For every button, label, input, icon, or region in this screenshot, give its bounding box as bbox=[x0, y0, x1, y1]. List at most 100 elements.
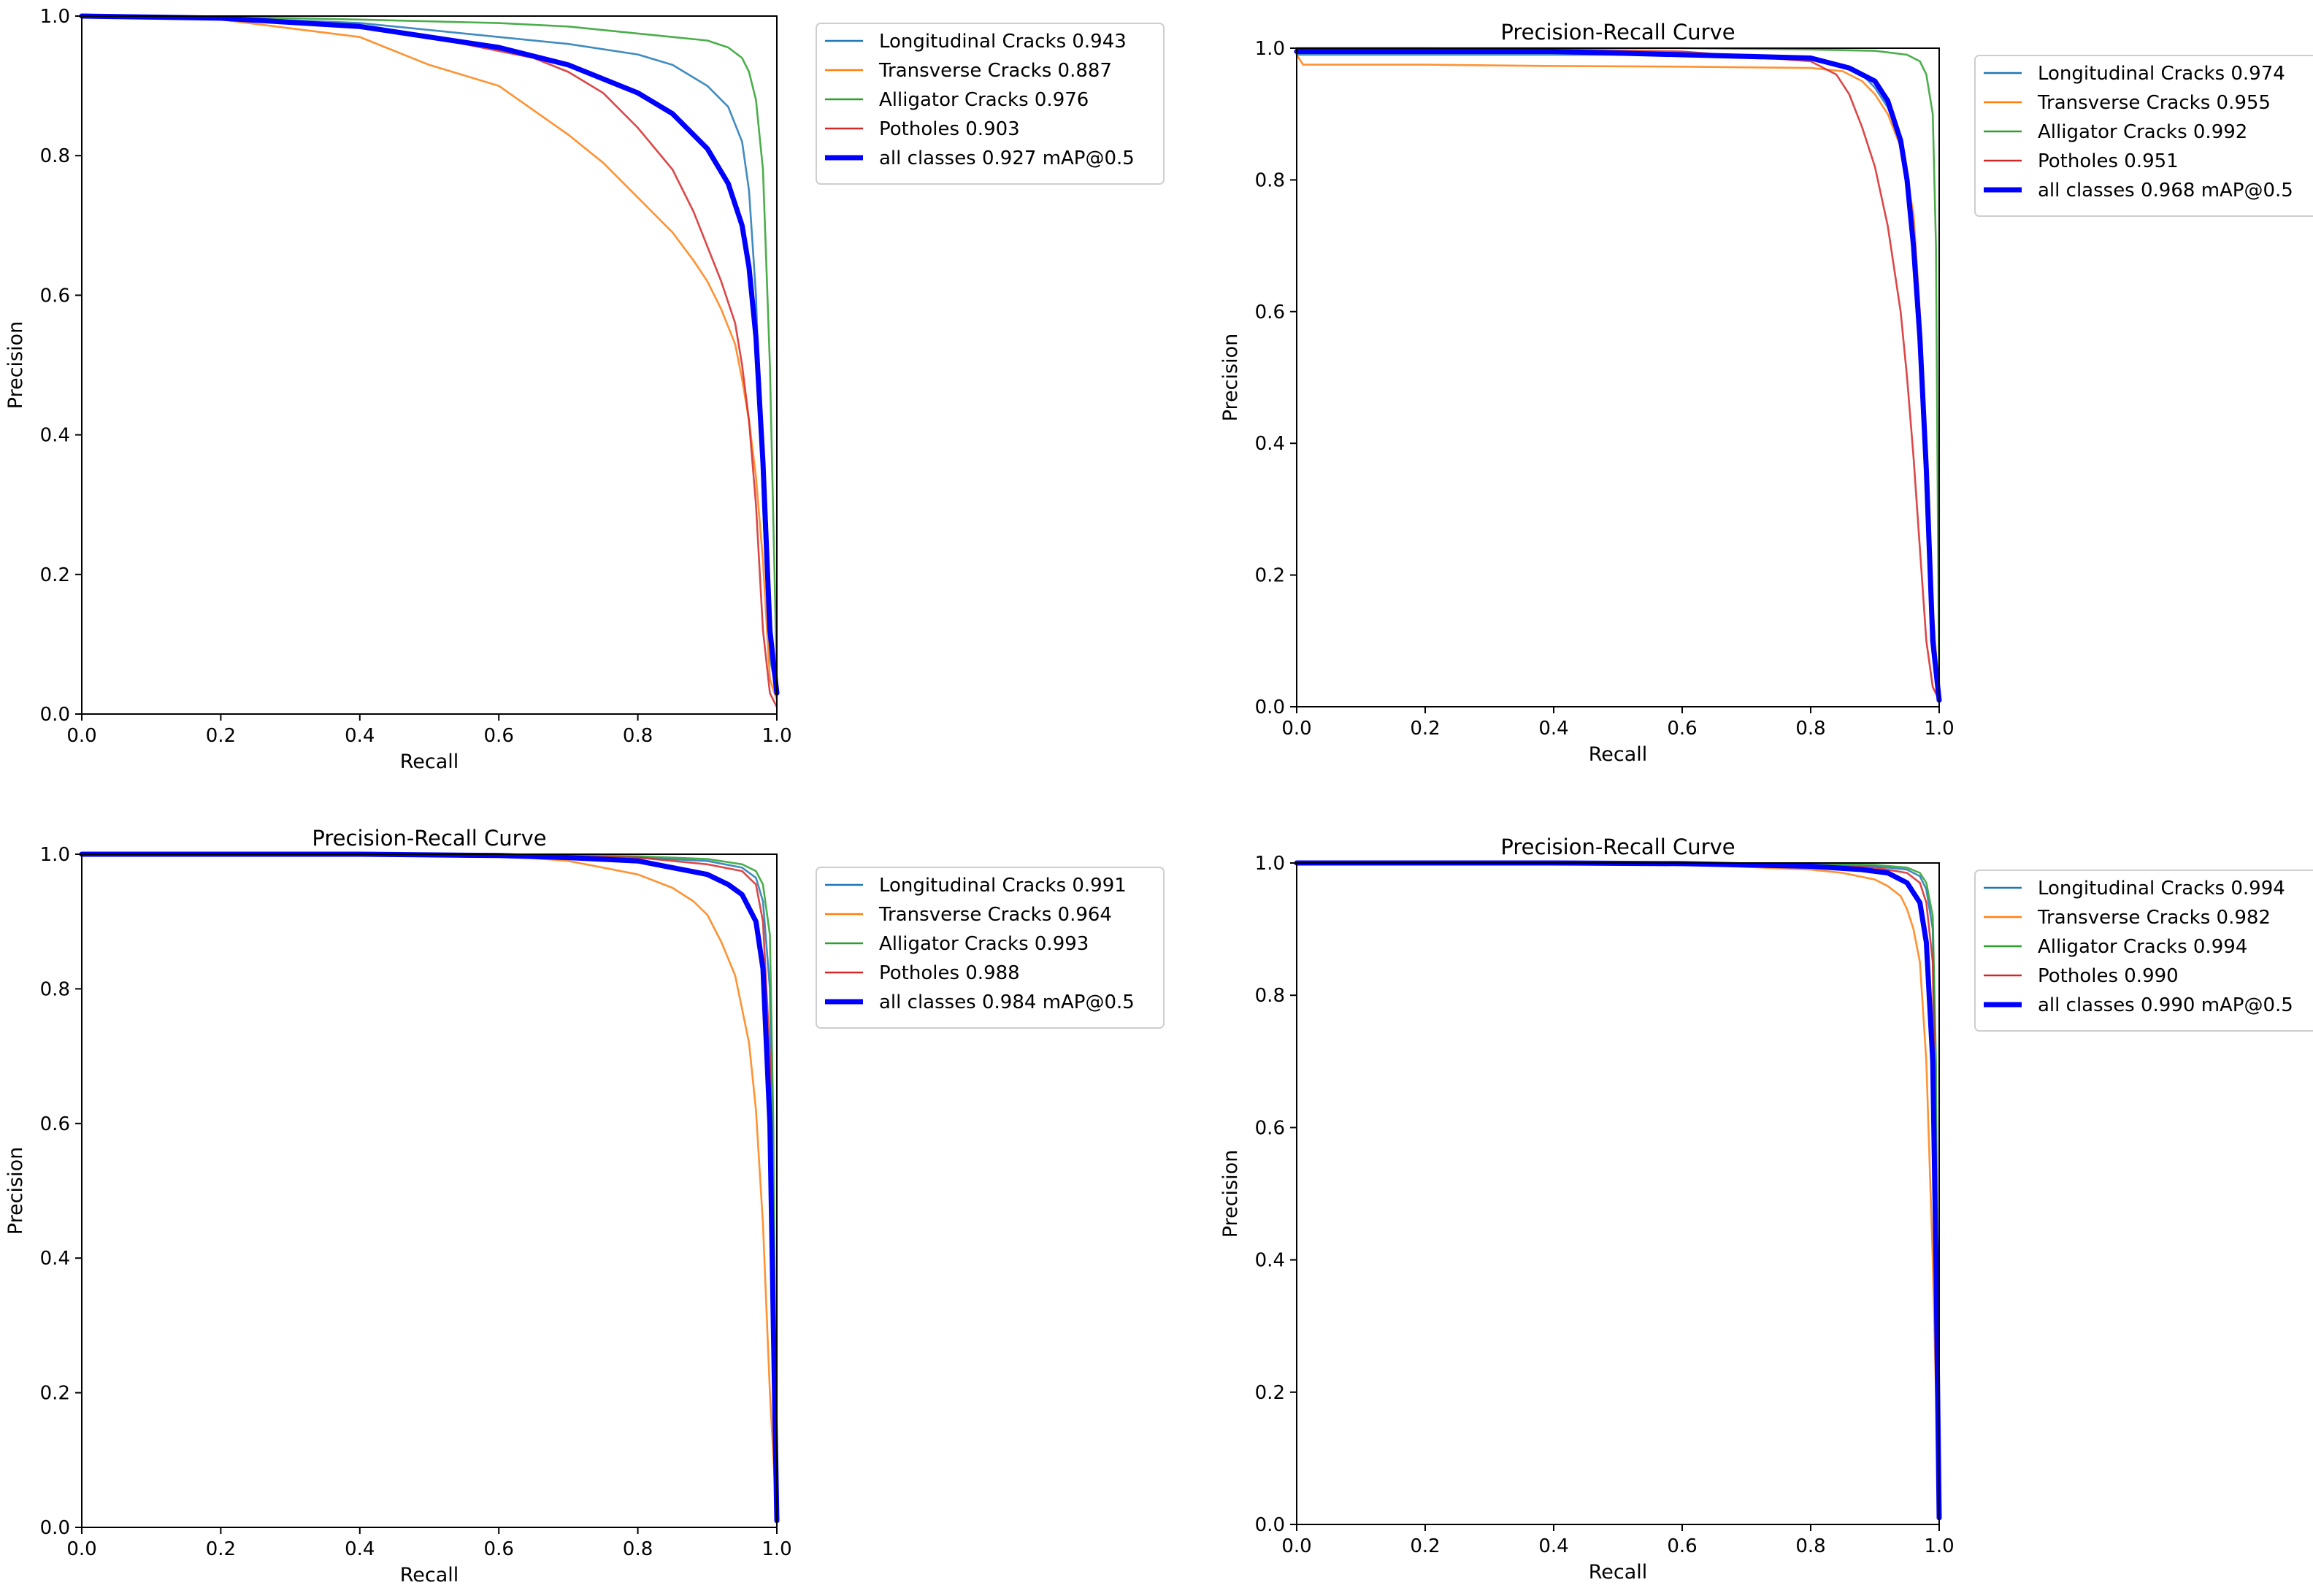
legend-entry: all classes 0.990 mAP@0.5 bbox=[2038, 994, 2293, 1016]
y-tick-label: 0.8 bbox=[40, 145, 70, 167]
series-line-all-classes bbox=[79, 13, 780, 696]
x-tick-label: 0.6 bbox=[1667, 718, 1697, 740]
y-tick-label: 0.4 bbox=[1255, 433, 1285, 455]
series-line-longitudinal-cracks bbox=[80, 15, 778, 694]
y-tick-label: 0.6 bbox=[40, 285, 70, 307]
x-tick-label: 0.8 bbox=[1795, 718, 1825, 740]
legend: Longitudinal Cracks 0.974 Transverse Crac… bbox=[1974, 55, 2313, 217]
y-tick-label: 0.6 bbox=[1255, 302, 1285, 323]
y-tick-label: 0.0 bbox=[1255, 1514, 1285, 1536]
x-tick-label: 0.6 bbox=[484, 725, 514, 747]
y-tick-label: 0.8 bbox=[40, 978, 70, 1000]
legend-entry: Potholes 0.988 bbox=[879, 962, 1020, 984]
legend-entry: Longitudinal Cracks 0.974 bbox=[2038, 63, 2285, 85]
legend-entry: Transverse Cracks 0.982 bbox=[2037, 907, 2271, 929]
series-line-potholes bbox=[1295, 47, 1941, 702]
y-axis-label: Precision bbox=[4, 1147, 27, 1235]
series-line-all-classes bbox=[1294, 49, 1942, 703]
x-axis-label: Recall bbox=[400, 751, 459, 773]
y-tick-label: 0.6 bbox=[40, 1113, 70, 1135]
legend: Longitudinal Cracks 0.991 Transverse Crac… bbox=[816, 867, 1165, 1029]
x-tick-label: 0.6 bbox=[484, 1538, 514, 1560]
series-line-alligator-cracks bbox=[80, 15, 778, 680]
plot-frame bbox=[81, 15, 778, 715]
series-line-all-classes bbox=[1294, 860, 1942, 1521]
legend-box bbox=[1974, 55, 2313, 217]
plot-frame bbox=[81, 853, 778, 1528]
series-line-alligator-cracks bbox=[1295, 47, 1941, 702]
y-axis-label: Precision bbox=[1219, 1150, 1242, 1238]
x-tick-label: 0.2 bbox=[1410, 718, 1440, 740]
y-tick-label: 1.0 bbox=[1255, 853, 1285, 875]
y-tick-label: 0.0 bbox=[1255, 697, 1285, 718]
legend-entry: all classes 0.968 mAP@0.5 bbox=[2038, 180, 2293, 202]
chart-title: Precision-Recall Curve bbox=[1500, 20, 1735, 45]
series-line-longitudinal-cracks bbox=[1295, 862, 1941, 1519]
x-tick-label: 0.4 bbox=[345, 1538, 375, 1560]
x-tick-label: 0.4 bbox=[345, 725, 375, 747]
legend-box bbox=[816, 23, 1165, 185]
legend-entry: Transverse Cracks 0.955 bbox=[2037, 92, 2271, 114]
y-tick-label: 0.8 bbox=[1255, 985, 1285, 1007]
y-tick-label: 1.0 bbox=[40, 6, 70, 28]
series-line-longitudinal-cracks bbox=[1295, 53, 1941, 702]
x-tick-label: 0.0 bbox=[66, 725, 96, 747]
x-tick-label: 0.8 bbox=[1795, 1535, 1825, 1557]
y-tick-label: 0.2 bbox=[40, 1383, 70, 1405]
legend-entry: Alligator Cracks 0.992 bbox=[2038, 121, 2247, 143]
legend-box bbox=[1974, 870, 2313, 1032]
chart-title: Precision-Recall Curve bbox=[1500, 835, 1735, 859]
x-tick-label: 0.0 bbox=[1281, 718, 1311, 740]
series-line-transverse-cracks bbox=[80, 15, 778, 702]
y-tick-label: 0.2 bbox=[1255, 1382, 1285, 1404]
x-axis-label: Recall bbox=[1589, 1561, 1648, 1584]
y-tick-label: 0.0 bbox=[40, 704, 70, 726]
chart-panel-4: Precision-Recall Curve 0.0 0.2 0.4 0.6 0.8 1.0… bbox=[1219, 835, 2313, 1584]
legend-entry: all classes 0.927 mAP@0.5 bbox=[879, 147, 1135, 169]
legend-entry: Longitudinal Cracks 0.991 bbox=[879, 875, 1127, 897]
legend-entry: Potholes 0.990 bbox=[2038, 965, 2179, 987]
x-tick-label: 0.0 bbox=[1281, 1535, 1311, 1557]
x-tick-label: 0.2 bbox=[206, 1538, 236, 1560]
x-tick-label: 0.8 bbox=[623, 1538, 653, 1560]
legend-box bbox=[816, 867, 1165, 1029]
chart-title: Precision-Recall Curve bbox=[312, 826, 546, 851]
legend-entry: Alligator Cracks 0.993 bbox=[879, 933, 1089, 955]
series-line-potholes bbox=[80, 15, 778, 708]
x-axis-label: Recall bbox=[1589, 743, 1648, 766]
legend-entry: Potholes 0.951 bbox=[2038, 150, 2179, 172]
y-axis-label: Precision bbox=[4, 321, 27, 409]
x-tick-label: 0.6 bbox=[1667, 1535, 1697, 1557]
chart-panel-1: 0.0 0.2 0.4 0.6 0.8 1.0 0.0 0.2 0.4 0.6 0.8 1.0 Reca… bbox=[4, 6, 1165, 773]
series-line-potholes bbox=[80, 853, 778, 1522]
plot-frame bbox=[1296, 47, 1940, 707]
y-tick-label: 0.8 bbox=[1255, 169, 1285, 191]
legend-entry: Longitudinal Cracks 0.943 bbox=[879, 31, 1127, 53]
legend: Longitudinal Cracks 0.994 Transverse Crac… bbox=[1974, 870, 2313, 1032]
y-tick-label: 0.2 bbox=[1255, 565, 1285, 587]
x-axis-label: Recall bbox=[400, 1564, 459, 1587]
y-tick-label: 0.4 bbox=[1255, 1250, 1285, 1272]
legend-entry: all classes 0.984 mAP@0.5 bbox=[879, 991, 1135, 1013]
x-tick-label: 0.0 bbox=[66, 1538, 96, 1560]
series-line-alligator-cracks bbox=[1295, 862, 1941, 1519]
y-tick-label: 1.0 bbox=[1255, 38, 1285, 60]
legend-entry: Potholes 0.903 bbox=[879, 118, 1020, 140]
x-tick-label: 1.0 bbox=[1924, 1535, 1954, 1557]
legend: Longitudinal Cracks 0.943 Transverse Crac… bbox=[816, 23, 1165, 185]
legend-entry: Alligator Cracks 0.994 bbox=[2038, 936, 2247, 958]
x-tick-label: 0.4 bbox=[1538, 718, 1568, 740]
x-tick-label: 0.2 bbox=[206, 725, 236, 747]
x-tick-label: 0.4 bbox=[1538, 1535, 1568, 1557]
y-tick-label: 0.2 bbox=[40, 564, 70, 586]
y-tick-label: 0.0 bbox=[40, 1517, 70, 1539]
legend-entry: Alligator Cracks 0.976 bbox=[879, 89, 1089, 111]
series-line-all-classes bbox=[79, 851, 780, 1524]
x-tick-label: 1.0 bbox=[762, 1538, 791, 1560]
chart-panel-2: Precision-Recall Curve 0.0 0.2 0.4 0.6 0.8 1.0… bbox=[1219, 20, 2313, 766]
x-tick-label: 1.0 bbox=[1924, 718, 1954, 740]
x-tick-label: 0.8 bbox=[623, 725, 653, 747]
legend-entry: Transverse Cracks 0.887 bbox=[878, 60, 1112, 82]
x-tick-label: 1.0 bbox=[762, 725, 791, 747]
